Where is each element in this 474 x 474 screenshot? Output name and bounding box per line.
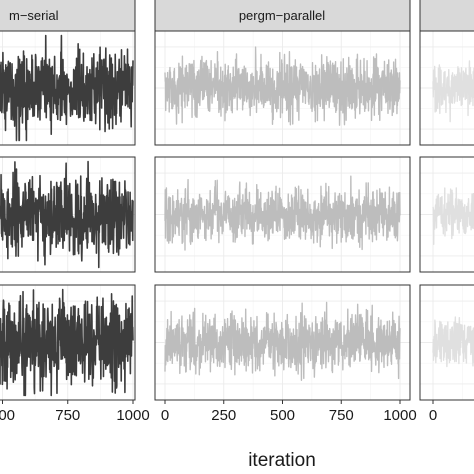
panel-row3-col1: [0, 284, 136, 401]
x-axis-title: iteration: [248, 450, 316, 471]
strip-col2-background: [154, 0, 411, 32]
x-tick-label: 0: [161, 407, 169, 424]
panel-plot-area: [420, 31, 474, 145]
strip-col1-label: m−serial: [9, 8, 59, 23]
panel-border: [154, 156, 411, 273]
x-tick-label: 250: [211, 407, 236, 424]
panel-row3-col3: [419, 284, 474, 401]
trace-line: [0, 160, 134, 269]
x-tick-label: 0: [429, 407, 437, 424]
panel-plot-area: [155, 31, 410, 145]
panel-border: [419, 156, 474, 273]
trace-line: [164, 46, 401, 126]
panel-row2-col3: [419, 156, 474, 273]
x-tick-label: 500: [0, 407, 15, 424]
panel-plot-area: [0, 31, 135, 145]
trace-line: [432, 187, 474, 245]
trace-line: [432, 60, 474, 123]
facet-strips: m−serial pergm−parallel: [0, 0, 474, 32]
panel-plot-area: [155, 157, 410, 272]
panel-row1-col2: [154, 30, 411, 146]
panel-plot-area: [0, 157, 135, 272]
strip-col1: m−serial: [0, 0, 136, 32]
strip-col2-label: pergm−parallel: [239, 8, 325, 23]
strip-col2: pergm−parallel: [154, 0, 411, 32]
panel-plot-area: [155, 285, 410, 400]
panel-border: [154, 30, 411, 146]
panel-row3-col2: [154, 284, 411, 401]
x-axes: 500 750 1000 0 250 500 750 1000 0: [0, 400, 437, 424]
strip-col3: [419, 0, 474, 32]
panel-plot-area: [420, 157, 474, 272]
panel-row1-col1: [0, 30, 136, 146]
trace-line: [164, 301, 401, 381]
x-tick-label: 1000: [383, 407, 416, 424]
panel-border: [419, 30, 474, 146]
facet-panels: [0, 30, 474, 401]
panel-row1-col3: [419, 30, 474, 146]
x-tick-label: 750: [55, 407, 80, 424]
panel-border: [0, 30, 136, 146]
panel-plot-area: [420, 285, 474, 400]
strip-col1-background: [0, 0, 136, 32]
panel-border: [0, 156, 136, 273]
x-tick-label: 500: [270, 407, 295, 424]
panel-border: [419, 284, 474, 401]
panel-row2-col2: [154, 156, 411, 273]
trace-line: [0, 288, 134, 397]
x-tick-label: 750: [329, 407, 354, 424]
panel-row2-col1: [0, 156, 136, 273]
trace-line: [164, 175, 401, 251]
trace-line: [432, 316, 474, 368]
strip-col3-background: [419, 0, 474, 32]
trace-line: [0, 34, 134, 142]
x-tick-label: 1000: [116, 407, 149, 424]
panel-plot-area: [0, 285, 135, 400]
panel-border: [0, 284, 136, 401]
